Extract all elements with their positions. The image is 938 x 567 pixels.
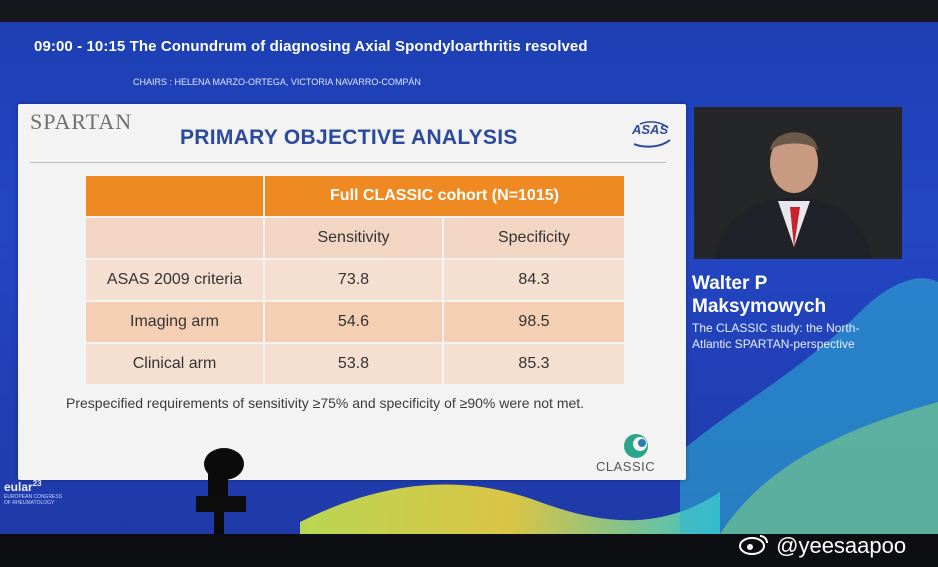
- sensitivity-value: 73.8: [265, 260, 442, 300]
- spartan-logo: SPARTAN: [30, 109, 133, 134]
- decorative-wave-right: [680, 278, 938, 534]
- speaker-photo: [694, 107, 902, 259]
- conference-logo: eular23: [4, 479, 42, 494]
- speaker-name-line2: Maksymowych: [692, 296, 827, 317]
- watermark-text: @yeesaapoo: [776, 533, 907, 558]
- slide: SPARTAN PRIMARY OBJECTIVE ANALYSIS ASAS …: [18, 104, 686, 480]
- row-label: Imaging arm: [86, 302, 263, 342]
- table-row: Clinical arm 53.8 85.3: [86, 344, 624, 384]
- session-time-title: 09:00 - 10:15 The Conundrum of diagnosin…: [34, 38, 588, 55]
- weibo-icon: [739, 535, 768, 555]
- session-chairs: CHAIRS : HELENA MARZO-ORTEGA, VICTORIA N…: [133, 77, 421, 87]
- header-empty-cell: [86, 176, 263, 216]
- talk-title: The CLASSIC study: the North-Atlantic SP…: [692, 321, 860, 351]
- top-dark-band: [0, 0, 938, 26]
- specificity-value: 84.3: [444, 260, 624, 300]
- row-label: Clinical arm: [86, 344, 263, 384]
- speaker-video: [694, 107, 902, 259]
- microphone-icon: [196, 448, 246, 546]
- column-header-sensitivity: Sensitivity: [265, 218, 442, 258]
- table-row: ASAS 2009 criteria 73.8 84.3: [86, 260, 624, 300]
- sensitivity-value: 54.6: [265, 302, 442, 342]
- title-divider: [30, 162, 666, 163]
- sensitivity-value: 53.8: [265, 344, 442, 384]
- specificity-value: 98.5: [444, 302, 624, 342]
- slide-footnote: Prespecified requirements of sensitivity…: [66, 395, 585, 411]
- table-header-row: Full CLASSIC cohort (N=1015): [86, 176, 624, 216]
- speaker-name: Walter P Maksymowych: [692, 272, 826, 318]
- results-table: Full CLASSIC cohort (N=1015) Sensitivity…: [84, 174, 626, 386]
- classic-logo-text: CLASSIC: [596, 459, 656, 474]
- cohort-header: Full CLASSIC cohort (N=1015): [265, 176, 624, 216]
- table-row: Imaging arm 54.6 98.5: [86, 302, 624, 342]
- column-header-empty: [86, 218, 263, 258]
- conference-logo-text: eular: [4, 480, 33, 494]
- row-label: ASAS 2009 criteria: [86, 260, 263, 300]
- speaker-name-line1: Walter P: [692, 273, 768, 294]
- bottom-dark-band: [0, 534, 938, 567]
- asas-logo-text: ASAS: [632, 122, 669, 137]
- classic-logo-icon: [624, 434, 648, 458]
- conference-subtitle: EUROPEAN CONGRESS OF RHEUMATOLOGY: [4, 494, 63, 506]
- specificity-value: 85.3: [444, 344, 624, 384]
- column-header-specificity: Specificity: [444, 218, 624, 258]
- asas-logo-icon: [633, 121, 671, 148]
- slide-title: PRIMARY OBJECTIVE ANALYSIS: [180, 126, 518, 149]
- conference-year: 23: [32, 479, 42, 488]
- watermark: @yeesaapoo: [738, 532, 906, 559]
- column-header-row: Sensitivity Specificity: [86, 218, 624, 258]
